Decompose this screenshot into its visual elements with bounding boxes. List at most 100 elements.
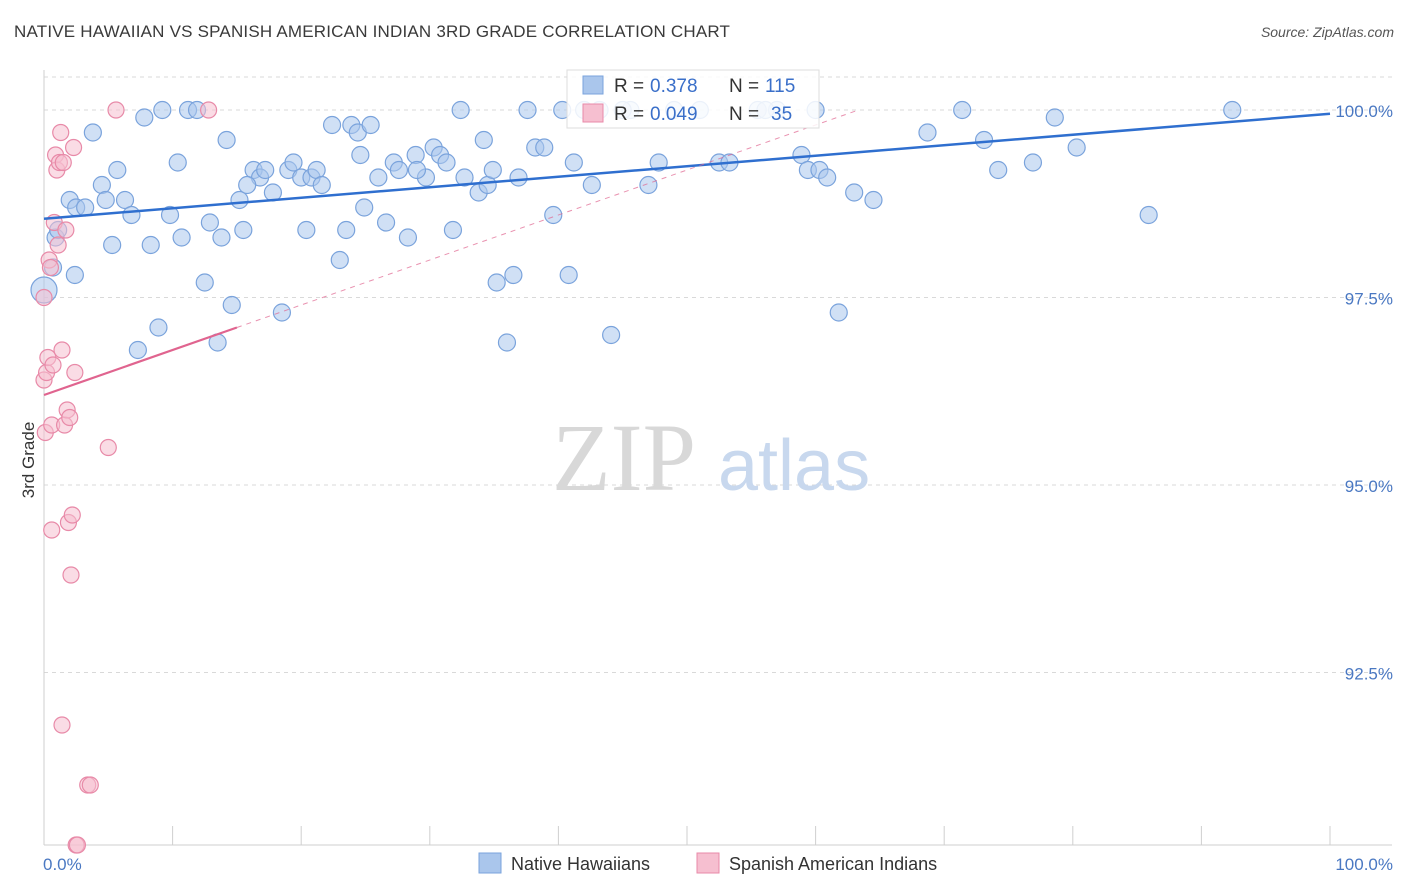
data-point-native-hawaiians	[1139, 205, 1158, 225]
data-point-native-hawaiians	[141, 235, 160, 255]
data-point-native-hawaiians	[974, 130, 994, 150]
data-point-native-hawaiians	[222, 295, 241, 315]
data-point-spanish-american-indians	[66, 363, 84, 382]
data-point-spanish-american-indians	[52, 123, 70, 142]
data-point-native-hawaiians	[398, 228, 418, 247]
data-point-native-hawaiians	[195, 273, 214, 292]
data-point-native-hawaiians	[564, 153, 583, 172]
y-tick-label: 92.5%	[1345, 665, 1393, 684]
data-point-native-hawaiians	[238, 175, 257, 195]
data-point-spanish-american-indians	[49, 236, 67, 254]
x-tick-label: 100.0%	[1335, 855, 1393, 874]
data-point-native-hawaiians	[330, 250, 349, 270]
data-point-native-hawaiians	[312, 175, 331, 195]
data-point-native-hawaiians	[361, 115, 380, 135]
data-point-native-hawaiians	[474, 130, 493, 150]
data-point-native-hawaiians	[234, 220, 253, 240]
series-native-hawaiians	[30, 100, 1242, 360]
data-point-spanish-american-indians	[62, 566, 80, 584]
trend-line-native-hawaiians	[43, 112, 1331, 220]
data-point-native-hawaiians	[1045, 108, 1064, 127]
y-tick-label: 95.0%	[1345, 477, 1393, 496]
data-point-native-hawaiians	[487, 273, 506, 292]
data-point-native-hawaiians	[818, 168, 837, 187]
data-point-spanish-american-indians	[53, 716, 71, 734]
data-point-spanish-american-indians	[107, 101, 125, 119]
data-point-native-hawaiians	[230, 190, 249, 210]
data-point-spanish-american-indians	[63, 506, 81, 524]
stats-pink-swatch	[582, 103, 604, 123]
data-point-native-hawaiians	[989, 160, 1008, 180]
data-point-native-hawaiians	[103, 235, 122, 255]
legend-swatch-native-hawaiians	[478, 852, 502, 874]
data-point-native-hawaiians	[369, 168, 388, 187]
data-point-native-hawaiians	[582, 175, 601, 195]
data-point-native-hawaiians	[92, 175, 111, 195]
data-point-native-hawaiians	[437, 153, 456, 172]
data-point-native-hawaiians	[172, 228, 191, 247]
y-tick-label: 100.0%	[1335, 102, 1393, 121]
data-point-native-hawaiians	[153, 100, 172, 120]
data-point-native-hawaiians	[351, 145, 370, 165]
chart-title: NATIVE HAWAIIAN VS SPANISH AMERICAN INDI…	[14, 22, 731, 41]
stats-pink-r-label: R =	[614, 104, 644, 125]
bottom-legend: Native Hawaiians Spanish American Indian…	[478, 852, 937, 874]
data-point-native-hawaiians	[149, 318, 168, 337]
legend-swatch-spanish-american-indians	[696, 852, 720, 874]
data-point-native-hawaiians	[639, 175, 658, 195]
data-point-native-hawaiians	[108, 160, 127, 180]
data-point-native-hawaiians	[1067, 138, 1086, 157]
data-point-native-hawaiians	[83, 123, 102, 142]
data-point-spanish-american-indians	[35, 288, 53, 307]
data-point-native-hawaiians	[509, 168, 528, 187]
stats-legend: R = 0.378 N = 115 R = 0.049 N = 35	[566, 69, 820, 129]
data-point-spanish-american-indians	[53, 341, 71, 359]
stats-pink-n-label: N =	[729, 104, 759, 125]
data-point-native-hawaiians	[122, 205, 141, 225]
data-point-native-hawaiians	[1023, 153, 1043, 172]
trend-lines	[43, 109, 1331, 397]
data-point-spanish-american-indians	[44, 356, 62, 374]
data-point-native-hawaiians	[864, 190, 883, 210]
data-point-native-hawaiians	[376, 213, 396, 232]
data-point-native-hawaiians	[649, 153, 668, 172]
data-point-spanish-american-indians	[200, 101, 218, 119]
data-point-native-hawaiians	[256, 160, 275, 180]
stats-blue-r-value: 0.378	[650, 76, 698, 97]
data-point-native-hawaiians	[443, 220, 463, 240]
data-point-spanish-american-indians	[61, 408, 79, 427]
data-point-native-hawaiians	[96, 190, 115, 210]
data-point-native-hawaiians	[200, 213, 219, 232]
stats-pink-n-value: 35	[771, 104, 792, 125]
data-point-native-hawaiians	[455, 168, 474, 187]
data-point-spanish-american-indians	[81, 776, 99, 794]
stats-blue-r-label: R =	[614, 76, 644, 97]
data-point-native-hawaiians	[337, 220, 356, 240]
y-axis-label: 3rd Grade	[19, 422, 38, 499]
series-spanish-american-indians	[35, 101, 218, 854]
data-point-native-hawaiians	[135, 108, 154, 127]
stats-blue-n-value: 115	[765, 76, 795, 97]
data-point-spanish-american-indians	[99, 438, 117, 457]
data-point-native-hawaiians	[544, 205, 563, 225]
data-point-native-hawaiians	[389, 160, 409, 180]
data-point-native-hawaiians	[918, 123, 937, 142]
data-point-native-hawaiians	[284, 153, 303, 172]
watermark: ZIP atlas	[552, 404, 870, 511]
data-point-spanish-american-indians	[57, 221, 75, 239]
data-point-native-hawaiians	[497, 333, 517, 352]
stats-legend-frame	[566, 69, 820, 129]
data-point-native-hawaiians	[76, 198, 95, 217]
data-point-native-hawaiians	[217, 130, 236, 150]
legend-label-spanish-american-indians: Spanish American Indians	[729, 854, 937, 874]
data-point-native-hawaiians	[322, 115, 342, 135]
data-point-native-hawaiians	[160, 205, 180, 225]
data-point-native-hawaiians	[602, 325, 621, 345]
data-point-native-hawaiians	[559, 265, 578, 285]
chart-source: Source: ZipAtlas.com	[1260, 24, 1394, 40]
y-tick-label: 97.5%	[1345, 290, 1393, 309]
trend-line-spanish-american-indians	[43, 326, 238, 397]
watermark-zip: ZIP	[552, 404, 696, 511]
data-point-native-hawaiians	[65, 265, 84, 285]
